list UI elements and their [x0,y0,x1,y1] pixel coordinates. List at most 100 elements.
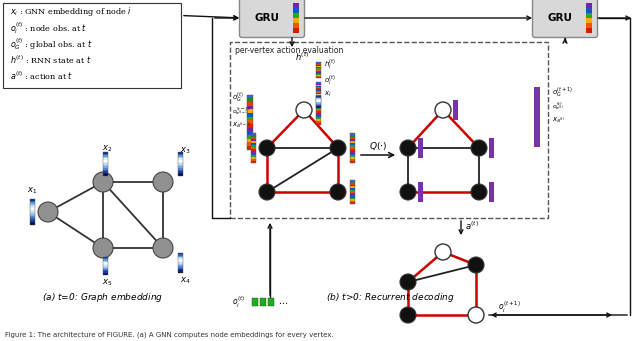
Bar [250,143,255,145]
Bar [177,257,182,258]
Bar [29,203,35,204]
Bar [316,113,321,115]
Bar [102,155,108,157]
Bar [316,104,321,105]
Bar [177,163,182,165]
Bar [316,62,321,78]
Bar [349,155,355,157]
Bar [316,123,321,125]
Bar [349,196,355,197]
Bar [316,77,321,78]
Text: $o_i^{(t+1)}$: $o_i^{(t+1)}$ [498,299,521,315]
Bar [177,261,182,262]
Bar [349,201,355,203]
Bar [293,3,299,8]
Bar [349,133,355,163]
Bar [250,147,255,149]
Bar [250,139,255,141]
Bar [247,138,253,142]
Circle shape [153,172,173,192]
Bar [177,272,182,273]
Bar [177,256,182,257]
Bar [177,166,182,168]
Bar [316,96,321,108]
Text: (b) $t$>0: Recurrent decoding: (b) $t$>0: Recurrent decoding [326,292,454,305]
Circle shape [468,257,484,273]
Bar [102,264,108,265]
Bar [316,95,321,97]
Bar [29,206,35,208]
Bar [247,124,253,128]
Bar [293,18,299,23]
Text: $o_G^{(t)}$ : global obs. at $t$: $o_G^{(t)}$ : global obs. at $t$ [10,36,92,52]
Bar [102,157,108,159]
Text: $x_i$: $x_i$ [324,89,332,99]
Bar [316,121,321,123]
Bar [316,82,321,83]
Bar [102,159,108,160]
Bar [349,197,355,199]
Bar [349,145,355,147]
Text: per-vertex action evaluation: per-vertex action evaluation [235,46,344,55]
Bar [316,67,321,69]
Bar [316,84,321,85]
Bar [250,151,255,153]
Bar [489,182,494,202]
Bar [29,216,35,218]
Text: GRU: GRU [547,13,573,23]
Bar [316,62,321,63]
Bar [349,135,355,137]
Bar [586,28,592,33]
Bar [102,165,108,166]
Bar [102,163,108,165]
Bar [177,162,182,163]
Circle shape [330,140,346,156]
Bar [349,149,355,151]
Bar [349,133,355,135]
Bar [418,138,423,158]
Bar [534,87,540,147]
Bar [316,106,321,107]
Bar [349,147,355,149]
Bar [316,119,321,121]
Bar [247,109,253,113]
Bar [177,253,182,254]
Bar [102,262,108,263]
Bar [250,153,255,155]
Bar [316,96,321,97]
Bar [29,211,35,213]
Bar [102,168,108,169]
Bar [316,73,321,74]
Bar [177,159,182,160]
Bar [177,254,182,256]
Bar [250,159,255,161]
Bar [29,213,35,214]
Bar [102,260,108,261]
Bar [177,169,182,171]
Bar [250,133,255,163]
Bar [316,99,321,101]
Bar [349,187,355,188]
Bar [349,199,355,201]
Bar [29,223,35,225]
Circle shape [259,184,275,200]
Bar [316,82,321,94]
Bar [247,128,253,131]
Bar [586,8,592,13]
Bar [177,152,182,176]
Text: (a) $t$=0: Graph embedding: (a) $t$=0: Graph embedding [42,292,164,305]
Bar [247,98,253,102]
Bar [349,139,355,141]
Circle shape [400,184,416,200]
Bar [29,218,35,220]
Bar [29,201,35,203]
Bar [586,13,592,18]
Bar [250,155,255,157]
Bar [349,180,355,182]
Bar [453,100,458,120]
Text: $o_G^{(t+1)}$: $o_G^{(t+1)}$ [552,85,573,99]
Circle shape [400,274,416,290]
Bar [349,151,355,153]
Bar [316,103,321,105]
Text: $Q(\cdot)$: $Q(\cdot)$ [369,140,387,152]
